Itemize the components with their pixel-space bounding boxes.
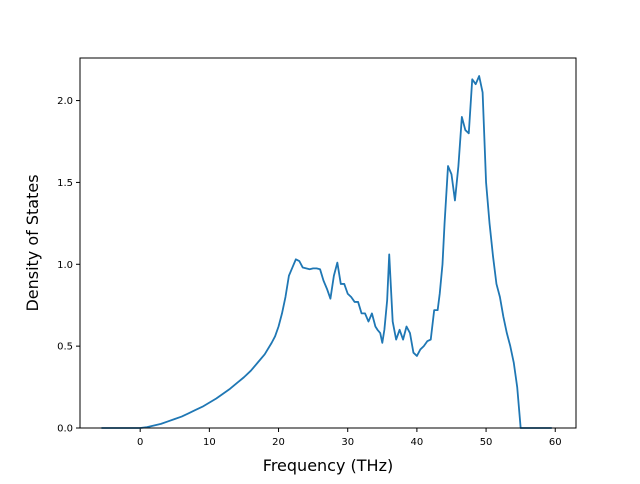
y-tick-label: 2.0 bbox=[57, 96, 73, 107]
x-tick-label: 0 bbox=[137, 437, 143, 448]
y-axis-ticks: 0.0 0.5 1.0 1.5 2.0 bbox=[57, 96, 80, 435]
y-tick-label: 0.5 bbox=[57, 342, 73, 353]
x-axis-label: Frequency (THz) bbox=[263, 456, 393, 475]
dos-series-line bbox=[101, 75, 552, 429]
y-tick-label: 1.0 bbox=[57, 260, 73, 271]
x-tick-label: 30 bbox=[341, 437, 354, 448]
y-tick-label: 0.0 bbox=[57, 424, 73, 435]
x-tick-label: 40 bbox=[411, 437, 424, 448]
plot-frame bbox=[79, 57, 577, 429]
y-tick-label: 1.5 bbox=[57, 178, 73, 189]
x-tick-label: 20 bbox=[272, 437, 285, 448]
y-axis-label: Density of States bbox=[23, 174, 42, 311]
x-tick-label: 10 bbox=[203, 437, 216, 448]
x-tick-label: 60 bbox=[549, 437, 562, 448]
x-tick-label: 50 bbox=[480, 437, 493, 448]
x-axis-ticks: 0 10 20 30 40 50 60 bbox=[137, 428, 562, 448]
plot-area bbox=[80, 58, 576, 428]
